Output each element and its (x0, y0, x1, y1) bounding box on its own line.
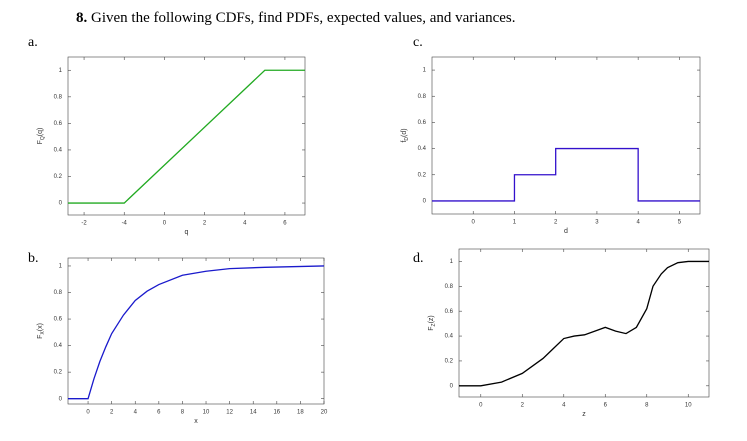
y-label-main: f (401, 141, 408, 143)
problem-statement: 8. Given the following CDFs, find PDFs, … (76, 10, 516, 26)
curve (432, 147, 700, 202)
y-tick-label: 0.6 (418, 120, 427, 126)
x-tick-label: 12 (226, 410, 233, 416)
x-axis-label: z (582, 411, 586, 418)
y-label-rest: (q) (37, 128, 44, 137)
x-tick-label: 4 (636, 220, 640, 226)
x-tick-label: -2 (81, 221, 87, 227)
y-axis-label: fD(d) (401, 128, 410, 142)
x-tick-label: 4 (243, 221, 247, 227)
plot-frame (458, 248, 710, 398)
y-tick-label: 0.8 (54, 94, 63, 100)
x-tick-label: 18 (297, 410, 304, 416)
y-label-main: F (428, 326, 435, 330)
x-tick-label: 8 (181, 410, 185, 416)
x-tick-label: 2 (554, 220, 558, 226)
y-tick-label: 0.6 (54, 317, 63, 323)
y-label-sub: D (404, 137, 410, 141)
x-tick-label: 20 (321, 410, 328, 416)
y-axis-label: FX(x) (37, 323, 46, 339)
x-axis-label: x (194, 418, 198, 425)
plot-frame (431, 56, 701, 215)
y-tick-label: 0 (423, 198, 427, 204)
x-tick-label: 2 (203, 221, 207, 227)
y-tick-label: 0.8 (445, 284, 454, 290)
y-tick-label: 0.6 (445, 309, 454, 315)
x-tick-label: 0 (479, 403, 483, 409)
y-tick-label: 0.2 (418, 172, 427, 178)
x-tick-label: 16 (273, 410, 280, 416)
x-tick-label: 4 (134, 410, 138, 416)
curve (68, 265, 325, 400)
x-tick-label: 10 (685, 403, 692, 409)
x-tick-label: 1 (513, 220, 517, 226)
y-label-rest: (d) (401, 128, 408, 137)
y-tick-label: 0.8 (54, 290, 63, 296)
y-axis-label: FQ(q) (37, 128, 46, 145)
problem-text: Given the following CDFs, find PDFs, exp… (91, 10, 516, 26)
x-tick-label: 10 (203, 410, 210, 416)
curve (459, 260, 709, 387)
x-axis-label: d (564, 228, 568, 235)
y-tick-label: 0.4 (418, 146, 427, 152)
y-tick-label: 0.8 (418, 94, 427, 100)
x-tick-label: 0 (163, 221, 167, 227)
y-label-sub: Z (431, 323, 437, 326)
curve (68, 69, 305, 204)
panel-label: a. (28, 35, 38, 50)
y-tick-label: 0 (450, 383, 454, 389)
x-axis-label: q (185, 229, 189, 236)
y-tick-label: 0.4 (54, 148, 63, 154)
y-axis-label: FZ(z) (428, 315, 437, 331)
y-label-sub: X (40, 331, 46, 335)
y-label-sub: Q (40, 136, 46, 140)
y-label-main: F (37, 140, 44, 144)
y-tick-label: 1 (59, 68, 63, 74)
y-label-rest: (x) (37, 323, 44, 331)
x-tick-label: 5 (678, 220, 682, 226)
y-tick-label: 0.2 (54, 370, 63, 376)
plot-frame (67, 56, 306, 216)
x-tick-label: 6 (283, 221, 287, 227)
y-tick-label: 0.4 (54, 343, 63, 349)
y-label-main: F (37, 335, 44, 339)
x-tick-label: 2 (521, 403, 525, 409)
x-tick-label: -4 (122, 221, 128, 227)
panel-label: c. (413, 35, 423, 50)
x-tick-label: 0 (472, 220, 476, 226)
x-tick-label: 0 (86, 410, 90, 416)
x-tick-label: 2 (110, 410, 114, 416)
y-tick-label: 1 (450, 259, 454, 265)
y-tick-label: 0 (59, 201, 63, 207)
y-tick-label: 0.2 (445, 359, 454, 365)
y-tick-label: 0 (59, 396, 63, 402)
x-tick-label: 14 (250, 410, 257, 416)
x-tick-label: 8 (645, 403, 649, 409)
plot-frame (67, 257, 325, 405)
problem-number: 8. (76, 10, 88, 26)
y-tick-label: 0.4 (445, 334, 454, 340)
x-tick-label: 4 (562, 403, 566, 409)
panel-label: d. (413, 251, 424, 266)
x-tick-label: 3 (595, 220, 599, 226)
y-tick-label: 1 (59, 264, 63, 270)
y-tick-label: 0.6 (54, 121, 63, 127)
y-label-rest: (z) (428, 315, 435, 323)
x-tick-label: 6 (157, 410, 161, 416)
y-tick-label: 0.2 (54, 174, 63, 180)
y-tick-label: 1 (423, 68, 427, 74)
x-tick-label: 6 (604, 403, 608, 409)
panel-label: b. (28, 251, 39, 266)
